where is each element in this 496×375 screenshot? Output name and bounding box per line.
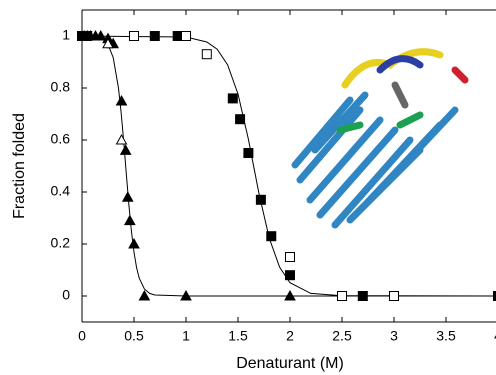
- y-axis-label: Fraction folded: [11, 113, 28, 219]
- x-axis-label: Denaturant (M): [236, 355, 344, 372]
- data-point: [182, 32, 191, 41]
- data-point: [358, 292, 367, 301]
- x-tick-label: 2.5: [332, 328, 352, 344]
- data-point: [150, 32, 159, 41]
- data-point: [117, 96, 127, 105]
- x-tick-label: 1: [182, 328, 190, 344]
- y-tick-label: 0: [62, 287, 70, 303]
- x-tick-label: 0.5: [124, 328, 144, 344]
- data-point: [121, 145, 131, 154]
- data-point: [130, 32, 139, 41]
- data-point: [267, 232, 276, 241]
- data-point: [125, 216, 135, 225]
- data-point: [202, 50, 211, 59]
- protein-structure: [295, 52, 465, 225]
- data-point: [173, 32, 182, 41]
- x-tick-label: 3: [390, 328, 398, 344]
- x-tick-label: 0: [78, 328, 86, 344]
- data-point: [286, 271, 295, 280]
- x-tick-label: 2: [286, 328, 294, 344]
- y-tick-label: 0.6: [51, 131, 71, 147]
- data-point: [129, 239, 139, 248]
- data-point: [117, 135, 127, 144]
- y-tick-label: 0.8: [51, 79, 71, 95]
- y-tick-label: 0.4: [51, 183, 71, 199]
- data-point: [286, 253, 295, 262]
- data-point: [83, 32, 92, 41]
- y-tick-label: 1: [62, 27, 70, 43]
- x-tick-label: 1.5: [228, 328, 248, 344]
- data-point: [338, 292, 347, 301]
- data-point: [256, 195, 265, 204]
- data-point: [236, 115, 245, 124]
- chart: 00.511.522.533.5400.20.40.60.81Denaturan…: [0, 0, 496, 375]
- data-point: [123, 192, 133, 201]
- data-point: [244, 149, 253, 158]
- x-tick-label: 3.5: [436, 328, 456, 344]
- y-tick-label: 0.2: [51, 235, 71, 251]
- data-point: [228, 94, 237, 103]
- data-point: [390, 292, 399, 301]
